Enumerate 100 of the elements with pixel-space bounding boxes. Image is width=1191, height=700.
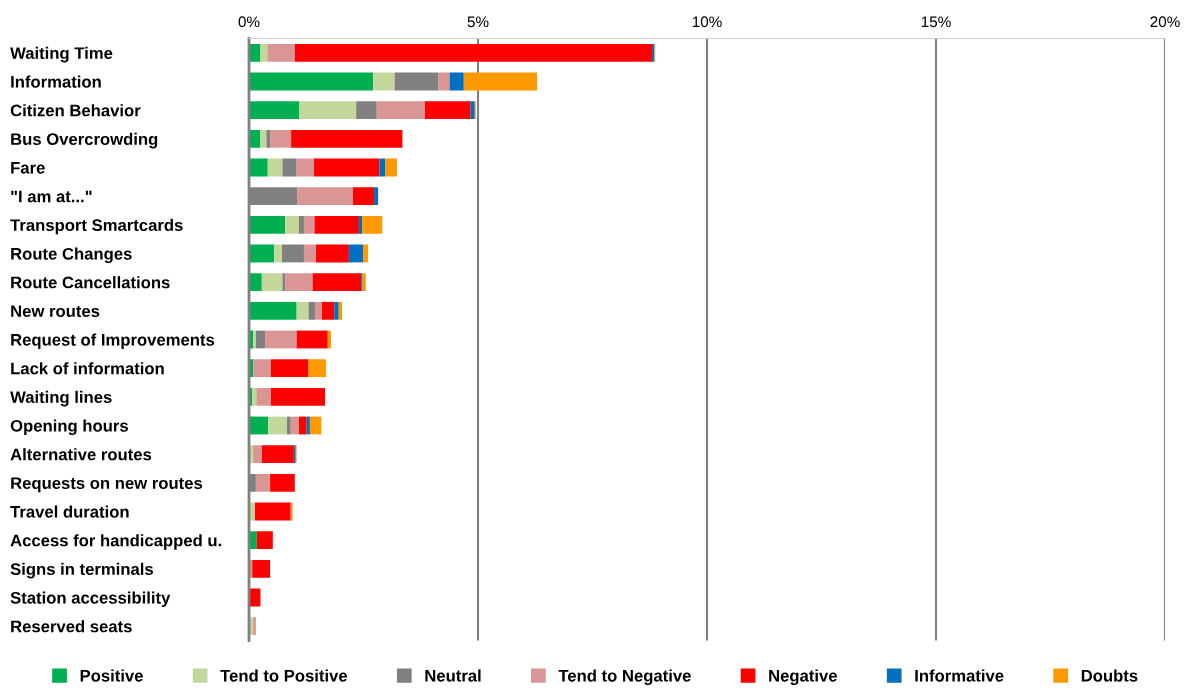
bar	[470, 101, 475, 120]
y-tick-label: Requests on new routes	[11, 477, 203, 493]
bar	[314, 215, 359, 234]
bar	[348, 244, 364, 263]
y-tick-label: Travel duration	[10, 505, 129, 518]
bar	[298, 416, 307, 435]
bar	[358, 215, 363, 234]
legend-label: Tend to Positive	[220, 669, 348, 682]
bar	[363, 244, 369, 263]
bar	[249, 273, 262, 292]
x-tick-label: 0%	[238, 16, 260, 28]
bar	[285, 273, 313, 292]
bar	[282, 158, 297, 177]
bar	[376, 101, 425, 120]
bar	[374, 187, 379, 206]
bar	[314, 301, 322, 320]
bar	[308, 359, 326, 378]
bar	[312, 273, 362, 292]
bar	[296, 301, 309, 320]
x-tick-label: 10%	[692, 16, 722, 28]
y-tick-label: Lack of information	[11, 362, 164, 375]
y-tick-label: Information	[11, 75, 101, 88]
y-tick-label: Station accessibility	[10, 591, 171, 607]
bar	[255, 330, 266, 349]
y-tick-label: Transport Smartcards	[10, 218, 183, 235]
bar	[294, 43, 653, 62]
y-tick-label: Opening hours	[10, 419, 128, 436]
legend-label: Positive	[80, 669, 143, 682]
bar	[296, 158, 315, 177]
y-tick-label: Route Changes	[11, 247, 132, 264]
bar	[274, 244, 282, 263]
bar	[285, 215, 299, 234]
bar	[265, 330, 297, 349]
bar	[449, 72, 464, 91]
bar	[254, 502, 291, 521]
bar	[253, 445, 262, 464]
bar	[321, 301, 335, 320]
bar	[298, 215, 304, 234]
bar	[252, 387, 257, 406]
bar	[249, 101, 300, 120]
bar	[256, 531, 273, 550]
bar	[255, 473, 271, 492]
legend-label: Tend to Negative	[558, 669, 691, 685]
bar	[308, 301, 315, 320]
bar	[438, 72, 450, 91]
bar	[373, 72, 395, 91]
bar	[299, 101, 357, 120]
bar	[303, 244, 316, 263]
bar	[267, 43, 295, 62]
bar	[253, 330, 256, 349]
bar	[270, 387, 326, 406]
y-tick-label: "I am at..."	[11, 190, 92, 203]
y-tick-label: Fare	[11, 162, 45, 174]
bar	[268, 416, 288, 435]
legend-label: Neutral	[425, 669, 481, 682]
bar	[256, 387, 271, 406]
bar	[314, 158, 380, 177]
bar	[249, 72, 374, 91]
bar	[249, 301, 297, 320]
bar	[249, 158, 268, 177]
bar	[291, 129, 403, 148]
bar	[290, 416, 299, 435]
bar	[352, 187, 375, 206]
bar	[338, 301, 342, 320]
bar	[249, 244, 275, 263]
bar	[252, 559, 271, 578]
bar	[282, 273, 286, 292]
bar	[281, 244, 304, 263]
bar	[362, 215, 383, 234]
x-tick-label: 5%	[467, 16, 489, 28]
y-tick-label: Request of Improvements	[11, 333, 215, 349]
bar	[309, 416, 322, 435]
x-tick-label: 15%	[921, 16, 951, 28]
bar	[270, 473, 295, 492]
y-tick-label: New routes	[11, 305, 100, 318]
bar	[394, 72, 439, 91]
legend-label: Doubts	[1081, 669, 1138, 682]
legend-label: Informative	[915, 669, 1004, 682]
bar	[270, 359, 309, 378]
bar	[261, 445, 294, 464]
bar	[463, 72, 538, 91]
bar	[270, 129, 292, 148]
bar	[334, 301, 339, 320]
bar	[249, 215, 286, 234]
x-tick-label: 20%	[1150, 16, 1180, 28]
y-tick-label: Waiting Time	[10, 46, 113, 63]
y-tick-label: Citizen Behavior	[10, 104, 141, 117]
bar	[385, 158, 397, 177]
y-tick-label: Waiting lines	[10, 390, 112, 407]
y-tick-label: Reserved seats	[11, 620, 132, 633]
bar	[287, 416, 291, 435]
y-tick-label: Bus Overcrowding	[11, 132, 158, 149]
bar	[303, 215, 315, 234]
bar	[253, 359, 271, 378]
y-tick-label: Signs in terminals	[10, 562, 153, 579]
bar	[296, 330, 328, 349]
bar	[253, 617, 256, 636]
bar	[261, 273, 283, 292]
bar	[267, 158, 283, 177]
bar	[356, 101, 377, 120]
